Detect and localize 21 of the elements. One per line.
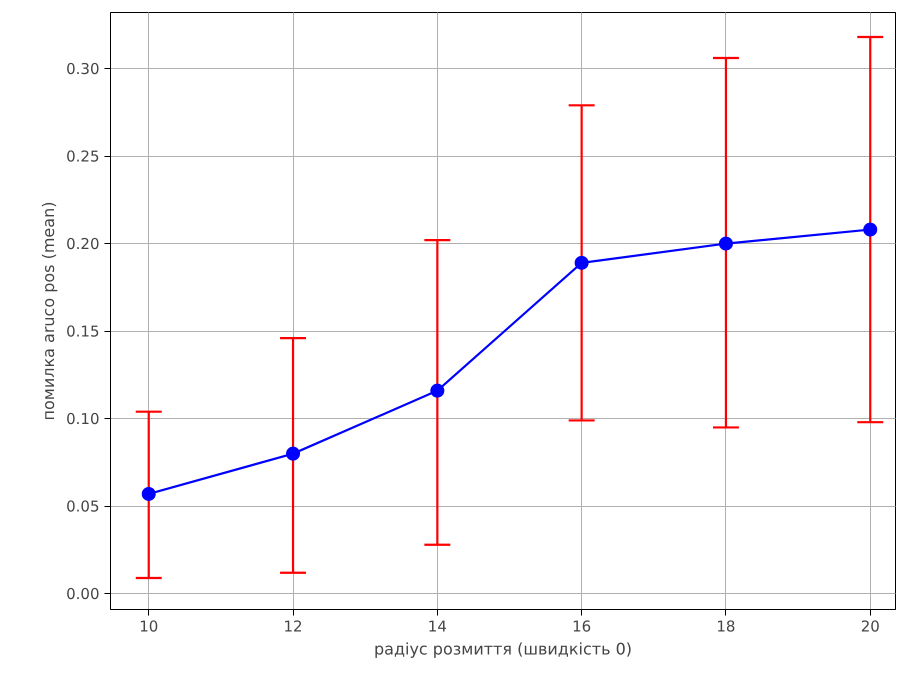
- y-tick-label: 0.15: [66, 322, 100, 341]
- y-tick-label: 0.10: [66, 410, 100, 428]
- point: [718, 236, 733, 251]
- x-axis-title: радіус розмиття (швидкість 0): [374, 640, 632, 658]
- x-tick-label: 12: [284, 618, 303, 636]
- point: [863, 222, 878, 237]
- point: [142, 486, 156, 501]
- y-tick-label: 0.00: [66, 585, 100, 604]
- point: [286, 446, 300, 461]
- y-tick-label: 0.05: [66, 498, 100, 516]
- y-tick-label: 0.25: [66, 148, 100, 166]
- point: [430, 384, 444, 398]
- x-tick-label: 16: [572, 618, 592, 636]
- x-tick-label: 18: [716, 618, 736, 636]
- y-axis-title: помилка aruco pos (mean): [39, 202, 58, 420]
- y-tick-label: 0.30: [66, 60, 100, 78]
- x-tick-label: 10: [139, 618, 158, 636]
- x-tick-label: 14: [428, 618, 447, 636]
- x-tick-label: 20: [860, 618, 880, 636]
- y-tick-label: 0.20: [66, 235, 100, 254]
- point: [574, 256, 589, 270]
